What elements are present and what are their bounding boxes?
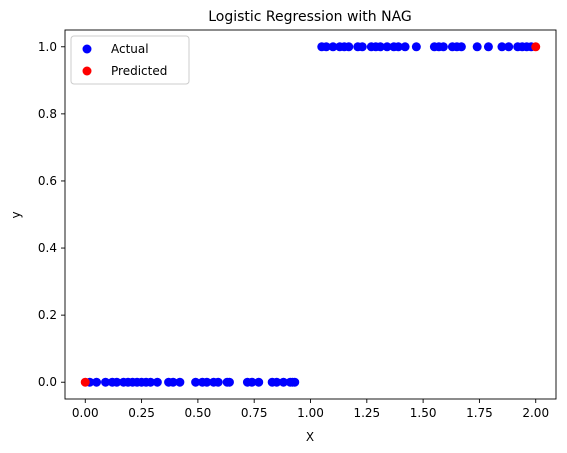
x-tick-label: 2.00: [522, 406, 549, 420]
actual-point: [101, 377, 111, 387]
legend-label: Actual: [111, 42, 149, 56]
actual-point: [247, 377, 257, 387]
actual-point: [504, 42, 514, 52]
actual-point: [92, 377, 102, 387]
actual-point: [213, 377, 223, 387]
x-tick-label: 0.50: [185, 406, 212, 420]
legend-label: Predicted: [111, 64, 167, 78]
x-tick-label: 1.00: [297, 406, 324, 420]
y-tick-label: 0.6: [38, 174, 57, 188]
actual-point: [344, 42, 354, 52]
x-tick-label: 0.75: [241, 406, 268, 420]
actual-point: [382, 42, 392, 52]
x-tick-label: 1.25: [353, 406, 380, 420]
legend-box: [70, 35, 190, 85]
y-tick-label: 0.8: [38, 107, 57, 121]
actual-point: [278, 377, 288, 387]
predicted-point: [531, 42, 541, 52]
y-tick-label: 0.2: [38, 308, 57, 322]
actual-point: [146, 377, 156, 387]
actual-point: [191, 377, 201, 387]
x-tick-label: 1.75: [466, 406, 493, 420]
points-group: [80, 42, 541, 387]
chart-title: Logistic Regression with NAG: [208, 9, 412, 25]
actual-point: [202, 377, 212, 387]
y-axis-label: y: [9, 211, 23, 218]
actual-point: [272, 377, 282, 387]
x-axis-label: X: [306, 430, 314, 444]
actual-point: [393, 42, 403, 52]
actual-point: [375, 42, 385, 52]
predicted-point: [80, 377, 90, 387]
y-tick-label: 0.4: [38, 241, 57, 255]
actual-point: [456, 42, 466, 52]
actual-point: [357, 42, 367, 52]
actual-point: [175, 377, 185, 387]
actual-point: [483, 42, 493, 52]
actual-point: [328, 42, 338, 52]
y-tick-label: 1.0: [38, 40, 57, 54]
x-tick-label: 1.50: [410, 406, 437, 420]
actual-point: [168, 377, 178, 387]
actual-point: [472, 42, 482, 52]
legend-marker: [82, 66, 92, 76]
actual-point: [224, 377, 234, 387]
actual-point: [497, 42, 507, 52]
actual-point: [411, 42, 421, 52]
legend-marker: [82, 44, 92, 54]
actual-point: [254, 377, 264, 387]
marks-layer: [80, 42, 541, 387]
legend: Actual Predicted: [70, 35, 190, 85]
axes-layer: 0.00 0.25 0.50 0.75 1.00 1.25 1.50 1.75 2.00 0.0 0…: [38, 29, 557, 420]
actual-point: [438, 42, 448, 52]
actual-point: [400, 42, 410, 52]
actual-point: [152, 377, 162, 387]
x-tick-label: 0.25: [128, 406, 155, 420]
y-tick-label: 0.0: [38, 375, 57, 389]
actual-point: [321, 42, 331, 52]
actual-point: [112, 377, 122, 387]
actual-point: [290, 377, 300, 387]
x-tick-label: 0.00: [72, 406, 99, 420]
